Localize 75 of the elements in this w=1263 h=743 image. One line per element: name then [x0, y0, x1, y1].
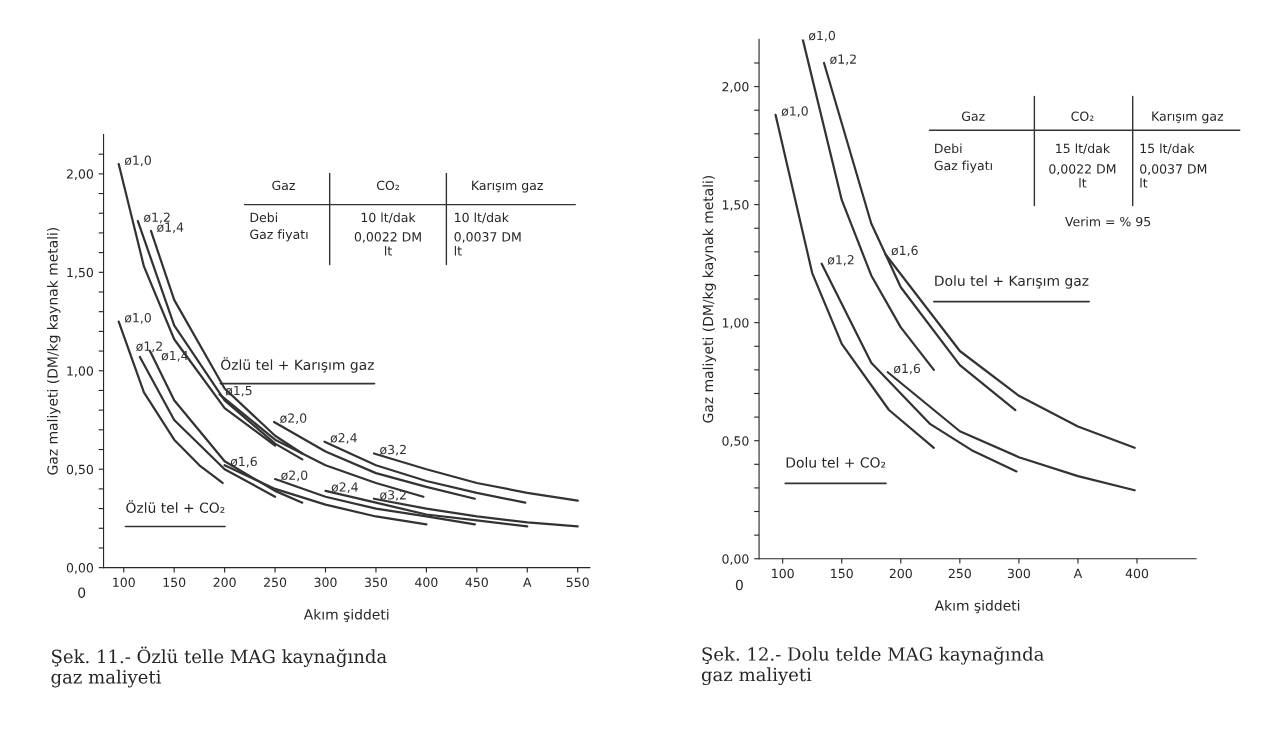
- y-tick-label: 1,50: [722, 200, 749, 211]
- annotation: 10 lt/dak: [361, 212, 416, 224]
- series-label: ø1,6: [893, 363, 921, 375]
- annotation: 10 lt/dak: [455, 212, 509, 224]
- series-label: ø1,6: [230, 456, 257, 468]
- x-tick-label: 250: [264, 577, 287, 588]
- series-label: ø1,2: [136, 341, 162, 353]
- x-tick-label: 100: [772, 568, 794, 579]
- x-tick-label: A: [523, 577, 532, 587]
- y-tick-label: 1,00: [722, 318, 749, 329]
- x-tick-label: 550: [566, 577, 589, 588]
- annotation: Özlü tel + CO₂: [126, 500, 225, 513]
- series-label: ø2,0: [280, 413, 307, 425]
- annotation: Verim = % 95: [1065, 216, 1151, 227]
- series-label: ø1,2: [830, 54, 856, 66]
- x-tick-label: 300: [314, 577, 337, 588]
- x-tick-label: A: [1073, 568, 1083, 578]
- x-tick-label: 200: [889, 568, 912, 579]
- annotation: Debi: [250, 212, 277, 223]
- x-tick-label: 100: [113, 577, 135, 588]
- y-tick-label: 0,50: [66, 464, 94, 476]
- annotation: Gaz fiyatı: [934, 160, 992, 173]
- annotation: 15 lt/dak: [1140, 143, 1195, 155]
- y-tick-label: 1,50: [67, 267, 94, 279]
- x-tick-label: 300: [1007, 568, 1030, 579]
- y-tick-label: 0,00: [66, 563, 94, 574]
- series-label: ø2,0: [281, 470, 308, 482]
- annotation: Debi: [935, 143, 962, 154]
- x-tick-label: 150: [163, 577, 186, 588]
- y-tick-label: 1,00: [67, 366, 94, 377]
- annotation: 0,0037 DM lt: [1140, 164, 1207, 188]
- y-tick-label: 0,50: [722, 436, 749, 447]
- annotation: CO₂: [1071, 111, 1094, 121]
- series-label: ø1,0: [808, 30, 836, 42]
- y-tick-label: 2,00: [66, 169, 94, 181]
- annotation: 15 lt/dak: [1056, 143, 1111, 155]
- series-label: ø1,0: [124, 312, 151, 324]
- annotation: 0,0037 DM lt: [454, 232, 521, 256]
- x-tick-label: 400: [1125, 568, 1149, 579]
- series-label: ø3,2: [379, 444, 406, 456]
- text: 0: [78, 587, 86, 598]
- series-label: ø1,6: [891, 245, 918, 257]
- series-label: ø1,4: [156, 222, 184, 234]
- x-tick-label: 250: [948, 568, 971, 579]
- x-tick-label: 200: [213, 577, 236, 588]
- x-tick-label: 400: [415, 577, 438, 588]
- text: Şek. 11.- Özlü telle MAG kaynağında gaz maliyeti: [51, 646, 387, 688]
- series-label: ø1,0: [781, 106, 808, 118]
- series-label: ø1,0: [124, 155, 151, 167]
- annotation: Özlü tel + Karışım gaz: [221, 357, 374, 373]
- x-tick-label: 450: [465, 577, 488, 588]
- x-tick-label: 350: [364, 577, 388, 588]
- annotation: Dolu tel + Karışım gaz: [935, 275, 1089, 289]
- series-label: ø2,4: [330, 433, 357, 444]
- annotation: Gaz: [961, 111, 985, 121]
- y-tick-label: 2,00: [722, 82, 749, 93]
- y-tick-label: 0,00: [722, 554, 749, 565]
- series-label: ø1,2: [827, 255, 854, 266]
- annotation: Dolu tel + CO₂: [786, 457, 886, 468]
- text: 0: [735, 579, 743, 591]
- annotation: Gaz fiyatı: [250, 229, 308, 242]
- x-axis-title: Akım şiddeti: [303, 608, 389, 623]
- annotation: Karışım gaz: [1152, 111, 1224, 124]
- series-label: ø2,4: [331, 482, 358, 493]
- y-axis-title: Gaz maliyeti (DM/kg kaynak metali): [47, 227, 61, 475]
- annotation: 0,0022 DM lt: [1049, 164, 1116, 188]
- y-axis-title: Gaz maliyeti (DM/kg kaynak metali): [702, 175, 716, 423]
- series-label: ø1,2: [143, 212, 170, 224]
- annotation: 0,0022 DM lt: [354, 232, 421, 256]
- text: Şek. 12.- Dolu telde MAG kaynağında gaz maliyeti: [701, 646, 1044, 686]
- annotation: CO₂: [376, 180, 400, 191]
- x-axis-title: Akım şiddeti: [934, 600, 1020, 614]
- annotation: Gaz: [272, 180, 295, 191]
- x-tick-label: 150: [831, 568, 853, 579]
- annotation: Karışım gaz: [472, 180, 543, 193]
